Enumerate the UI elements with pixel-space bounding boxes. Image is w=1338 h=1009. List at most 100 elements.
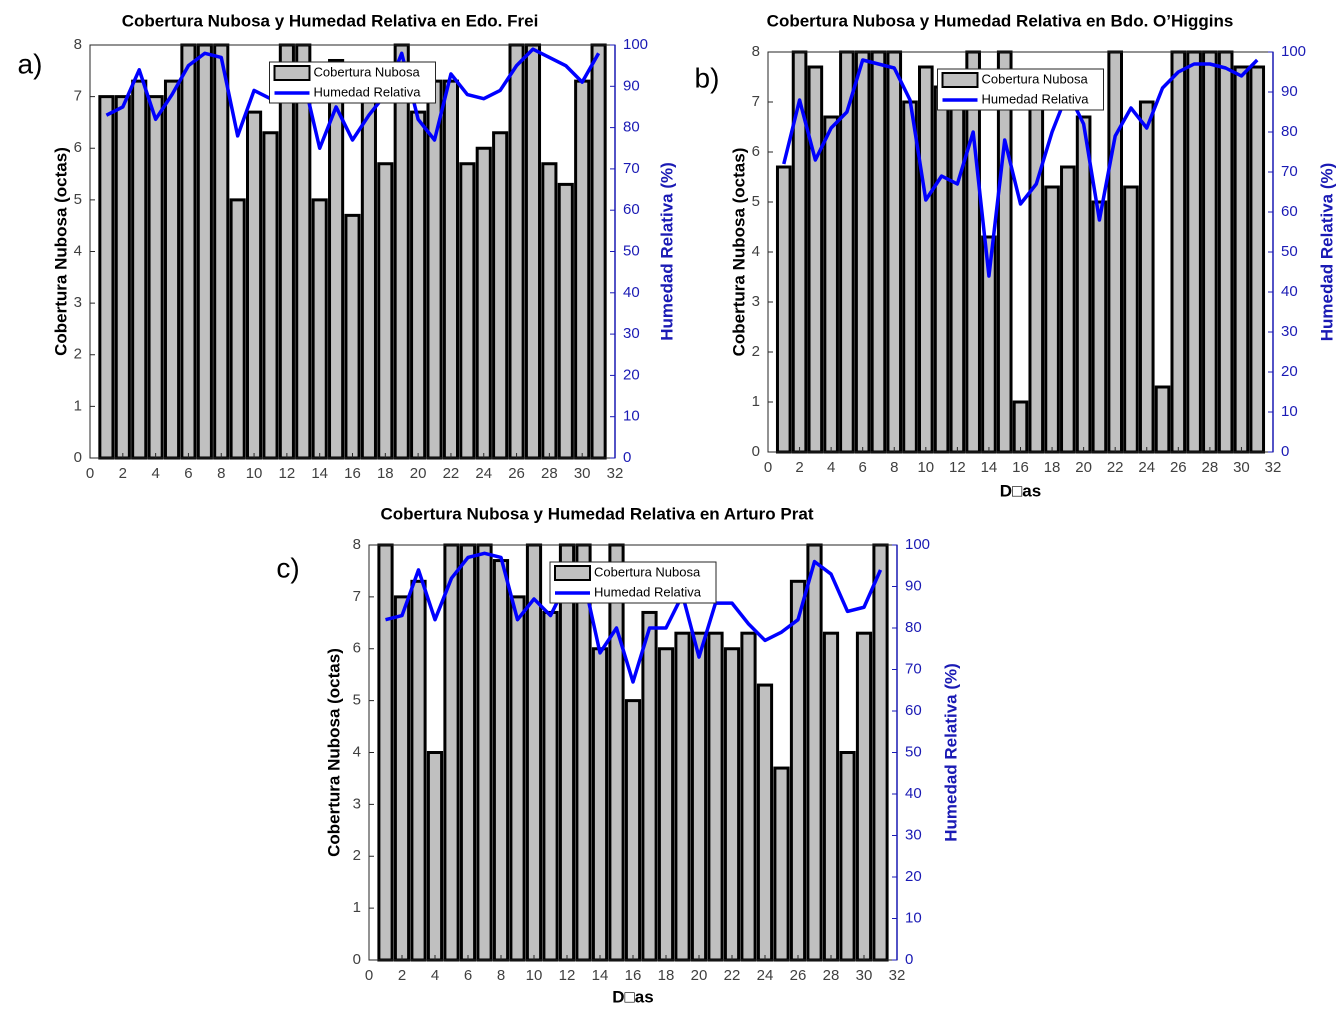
bar (641, 610, 658, 962)
bar (393, 43, 410, 460)
y-tick-label: 8 (353, 536, 361, 553)
bar (575, 543, 592, 962)
y-tick-label: 8 (74, 36, 82, 53)
bar (949, 85, 966, 454)
x-tick-label: 28 (1202, 459, 1219, 476)
bar (855, 631, 873, 962)
bar (1091, 200, 1108, 454)
humidity-line (385, 551, 883, 684)
x-tick-label: 14 (981, 459, 998, 476)
bar (541, 162, 558, 460)
x-tick-label: 24 (1138, 459, 1155, 476)
bar (508, 43, 525, 460)
x-tick-label: 22 (724, 967, 741, 984)
bar (459, 543, 477, 962)
bar (1186, 50, 1202, 454)
x-tick-label: 2 (119, 465, 127, 482)
panel-label: a) (18, 48, 43, 79)
bar (996, 50, 1013, 454)
bar (789, 579, 807, 962)
y2-tick-label: 60 (905, 702, 922, 719)
x-tick-label: 30 (1233, 459, 1250, 476)
bar (1107, 50, 1123, 454)
x-tick-label: 32 (889, 967, 906, 984)
y2-tick-label: 10 (905, 909, 922, 926)
bar (902, 100, 918, 454)
y-tick-label: 5 (353, 692, 361, 709)
y2-tick-label: 10 (1281, 403, 1298, 420)
x-tick-label: 2 (795, 459, 803, 476)
y-tick-label: 1 (74, 397, 82, 414)
x-tick-label: 6 (859, 459, 867, 476)
panel-label: c) (276, 552, 299, 583)
x-tick-label: 20 (1075, 459, 1092, 476)
x-tick-label: 16 (625, 967, 642, 984)
bar (1202, 50, 1218, 454)
bar (492, 131, 509, 460)
bar (756, 683, 774, 962)
bar (557, 182, 574, 460)
x-tick-label: 16 (344, 465, 361, 482)
bar (311, 198, 328, 460)
bar (707, 631, 724, 962)
chart-title: Cobertura Nubosa y Humedad Relativa en E… (122, 11, 539, 30)
bar (377, 543, 394, 962)
x-tick-label: 12 (559, 967, 576, 984)
x-tick-label: 0 (86, 465, 94, 482)
y2-tick-label: 100 (905, 536, 930, 553)
y-tick-label: 6 (74, 139, 82, 156)
bar (1123, 185, 1139, 454)
y2-tick-label: 90 (905, 577, 922, 594)
x-tick-label: 32 (1265, 459, 1282, 476)
bar (1075, 115, 1092, 454)
legend-label: Cobertura Nubosa (982, 71, 1089, 86)
bar (262, 131, 279, 460)
bar (377, 162, 394, 460)
x-tick-label: 32 (607, 465, 624, 482)
bar (360, 95, 377, 460)
x-tick-label: 26 (1170, 459, 1187, 476)
bar (98, 95, 115, 460)
x-tick-label: 28 (823, 967, 840, 984)
y-tick-label: 3 (752, 293, 760, 310)
bar (442, 79, 459, 460)
x-tick-label: 8 (497, 967, 505, 984)
y2-tick-label: 0 (623, 449, 631, 466)
y2-tick-label: 50 (623, 242, 640, 259)
y2-tick-label: 100 (623, 36, 648, 53)
y-tick-label: 0 (353, 951, 361, 968)
legend-label: Cobertura Nubosa (314, 64, 421, 79)
bar (574, 79, 591, 460)
bar (624, 699, 642, 962)
bar (608, 543, 625, 962)
y2-tick-label: 70 (623, 160, 640, 177)
y2-tick-label: 80 (1281, 123, 1298, 140)
bar (410, 110, 427, 460)
bar (854, 50, 871, 454)
bar (443, 543, 460, 962)
x-tick-label: 14 (592, 967, 609, 984)
x-tick-label: 12 (949, 459, 966, 476)
x-tick-label: 28 (541, 465, 558, 482)
x-tick-label: 20 (691, 967, 708, 984)
bar (196, 43, 213, 460)
x-tick-label: 6 (184, 465, 192, 482)
x-axis-label: D□as (612, 987, 653, 1006)
x-tick-label: 10 (917, 459, 934, 476)
bar (229, 198, 246, 460)
bar (1138, 100, 1155, 454)
y-tick-label: 7 (353, 588, 361, 605)
bar (965, 50, 981, 454)
bar (870, 50, 887, 454)
humidity-line (105, 47, 601, 150)
x-tick-label: 0 (764, 459, 772, 476)
x-tick-label: 18 (1044, 459, 1061, 476)
x-tick-label: 4 (151, 465, 159, 482)
bar (591, 647, 609, 962)
y-tick-label: 4 (353, 743, 361, 760)
y-tick-label: 0 (752, 443, 760, 460)
y-tick-label: 2 (74, 346, 82, 363)
y2-axis-label: Humedad Relativa (%) (1317, 163, 1336, 342)
x-tick-label: 14 (311, 465, 328, 482)
